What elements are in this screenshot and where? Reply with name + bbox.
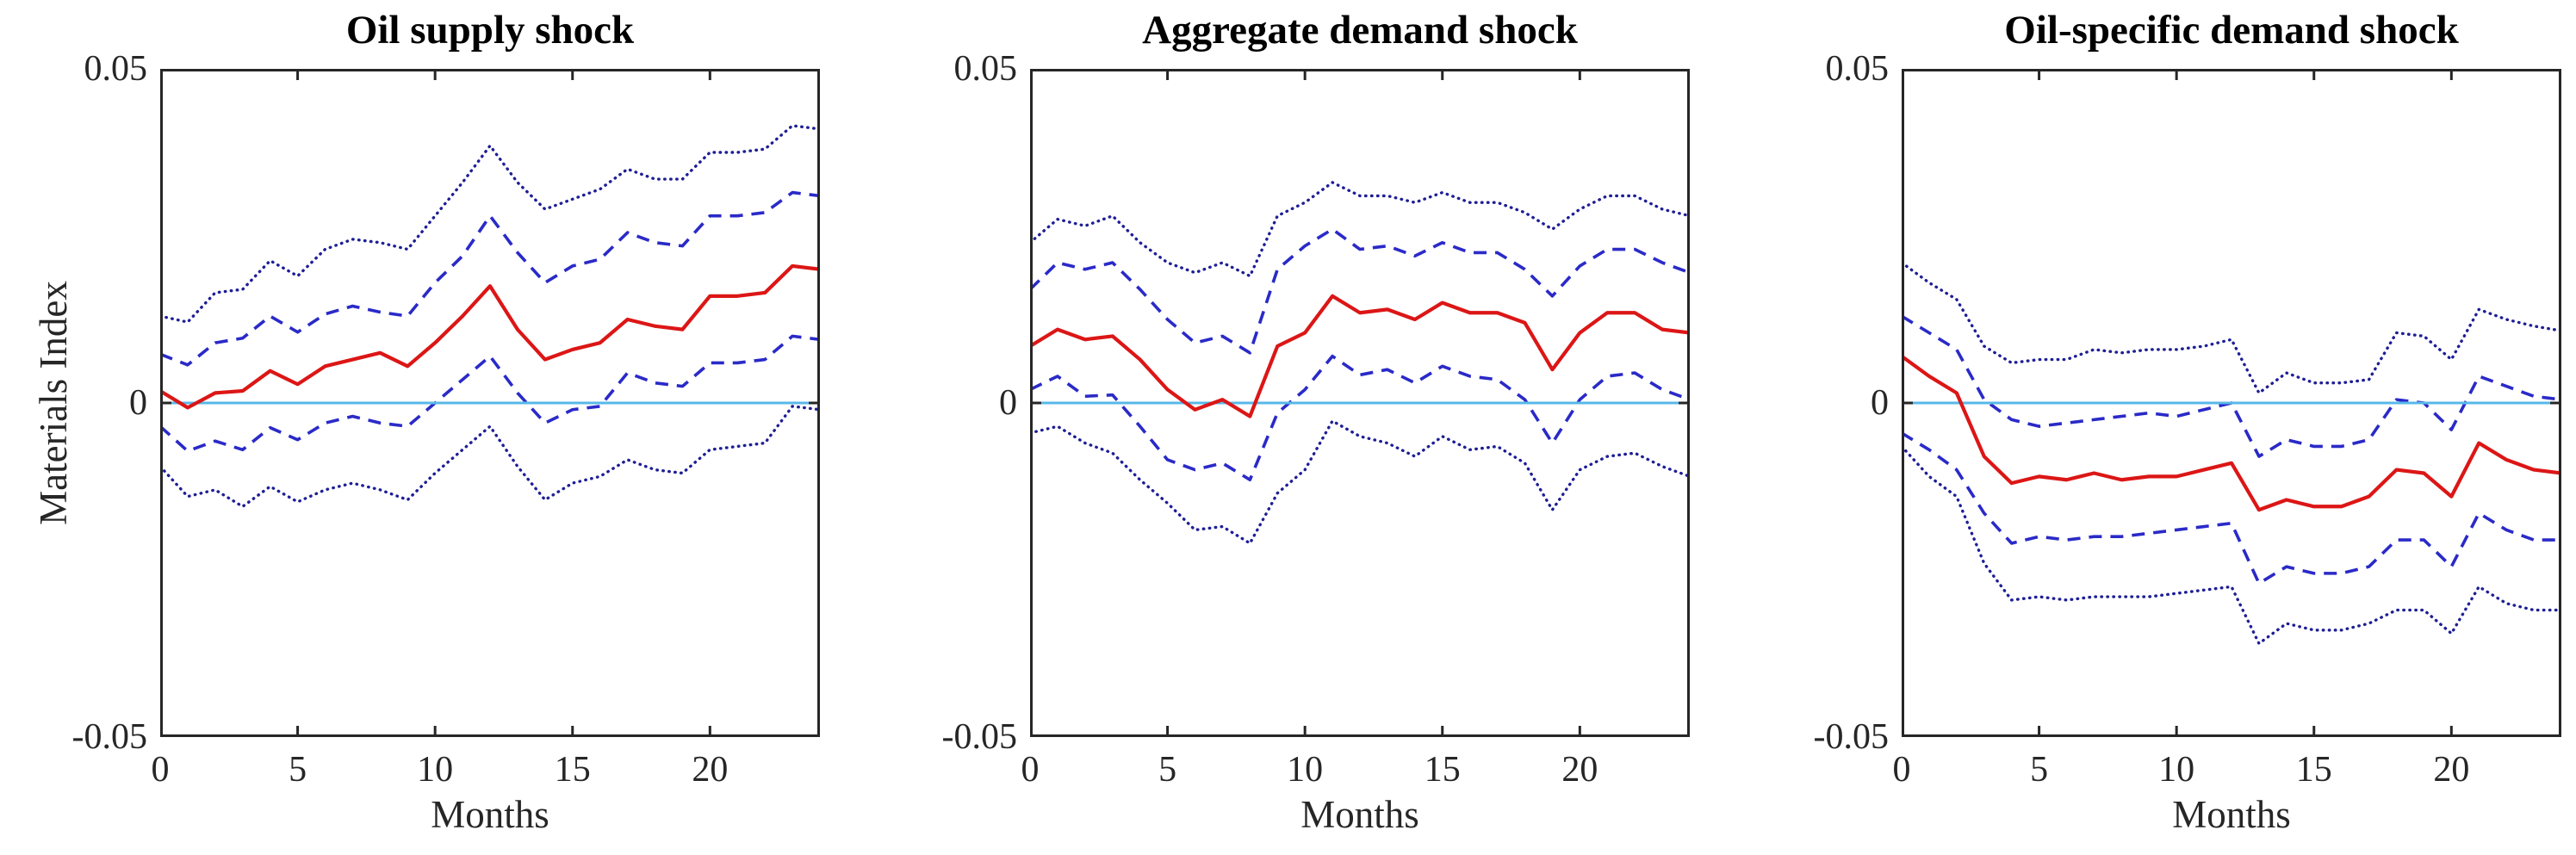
y-tick-label: -0.05 xyxy=(1813,717,1890,757)
series-inner-band-upper-line xyxy=(1030,227,1690,355)
x-tick-label: 10 xyxy=(2158,750,2195,790)
y-tick-label: 0.05 xyxy=(84,49,148,89)
chart-title: Oil supply shock xyxy=(345,8,635,53)
x-tick-label: 5 xyxy=(2030,750,2049,790)
x-tick-label: 0 xyxy=(1021,750,1040,790)
x-tick-label: 0 xyxy=(1892,750,1911,790)
x-axis-label: Months xyxy=(1300,793,1419,836)
series-inner-band-lower-line xyxy=(160,334,820,453)
series-inner-band-lower-line xyxy=(1030,354,1690,482)
x-tick-label: 10 xyxy=(417,750,454,790)
series-inner-band-lower-line xyxy=(1902,431,2561,585)
series-outer-band-lower-line xyxy=(1902,444,2561,646)
plot-area-aggregate-demand-shock xyxy=(1030,69,1690,737)
series-outer-band-lower-line xyxy=(160,405,820,508)
x-axis-label: Months xyxy=(2172,793,2291,836)
chart-title: Aggregate demand shock xyxy=(1142,8,1578,53)
x-tick-label: 20 xyxy=(2433,750,2470,790)
y-tick-label: 0 xyxy=(999,383,1017,423)
series-median-response-line xyxy=(160,263,820,410)
series-inner-band-upper-line xyxy=(160,190,820,367)
x-tick-label: 15 xyxy=(1424,750,1461,790)
x-tick-label: 20 xyxy=(692,750,729,790)
series-median-response-line xyxy=(1030,294,1690,418)
axes-box xyxy=(1902,69,2561,737)
axes-box xyxy=(1030,69,1690,737)
panel-aggregate-demand-shock: Aggregate demand shock Months 0.05 0 -0.05… xyxy=(942,0,1690,855)
chart-title: Oil-specific demand shock xyxy=(2004,8,2459,53)
y-tick-label: 0.05 xyxy=(1825,49,1890,89)
series-inner-band-upper-line xyxy=(1902,314,2561,458)
x-tick-label: 5 xyxy=(289,750,307,790)
series-outer-band-upper-line xyxy=(160,124,820,324)
y-tick-label: 0.05 xyxy=(953,49,1018,89)
y-tick-label: -0.05 xyxy=(71,717,148,757)
plot-area-oil-specific-demand-shock xyxy=(1902,69,2561,737)
x-axis-label: Months xyxy=(431,793,549,836)
x-tick-label: 15 xyxy=(2295,750,2332,790)
y-tick-label: -0.05 xyxy=(941,717,1018,757)
axes-box xyxy=(160,69,820,737)
series-outer-band-upper-line xyxy=(1030,181,1690,278)
series-outer-band-lower-line xyxy=(1030,419,1690,545)
x-tick-label: 20 xyxy=(1561,750,1598,790)
x-tick-label: 15 xyxy=(554,750,591,790)
plot-area-oil-supply-shock xyxy=(160,69,820,737)
panel-oil-specific-demand-shock: Oil-specific demand shock Months 0.05 0 -0… xyxy=(1814,0,2561,855)
series-median-response-line xyxy=(1902,354,2561,512)
x-tick-label: 5 xyxy=(1158,750,1177,790)
series-outer-band-upper-line xyxy=(1902,261,2561,395)
x-tick-label: 0 xyxy=(151,750,170,790)
y-tick-label: 0 xyxy=(129,383,147,423)
panel-oil-supply-shock: Oil supply shock Materials Index Months … xyxy=(32,0,820,855)
x-tick-label: 10 xyxy=(1287,750,1324,790)
y-tick-label: 0 xyxy=(1871,383,1889,423)
